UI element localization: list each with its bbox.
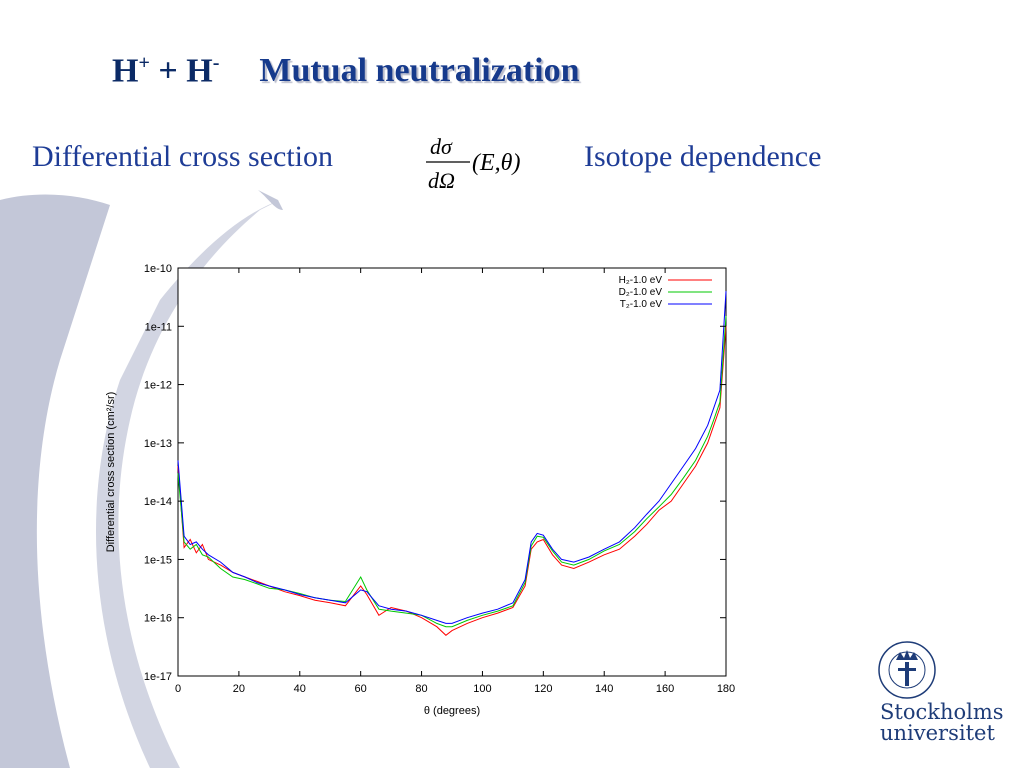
background-arc-outer (0, 194, 110, 768)
legend-label-2: T₂-1.0 eV (620, 299, 663, 310)
series-line-1 (177, 315, 727, 628)
logo-name-line2: universitet (880, 721, 995, 745)
formula-denominator: dΩ (428, 168, 455, 193)
x-tick-label-7: 140 (595, 683, 613, 695)
y-tick-label-4: 1e-14 (144, 496, 172, 508)
ticks-layer: 0 20 40 60 80 100 120 140 160 180 1e-10 1e-11 1e-12 1… (144, 263, 735, 695)
legend-label-0: H₂-1.0 eV (619, 275, 663, 286)
slide-title: H+ + H- Mutual neutralization (112, 52, 580, 90)
logo-seal-ring (878, 641, 936, 699)
stockholm-university-logo (878, 641, 936, 699)
series-line-2 (177, 291, 727, 624)
y-tick-label-3: 1e-13 (144, 438, 172, 450)
y-tick-label-0: 1e-10 (144, 263, 172, 275)
background-arc-inner (96, 200, 280, 768)
cross-section-chart: 0 20 40 60 80 100 120 140 160 180 1e-10 1e-11 1e-12 1… (105, 263, 735, 717)
title-sup-plus: + (138, 52, 150, 74)
x-tick-label-4: 80 (415, 683, 427, 695)
y-tick-label-6: 1e-16 (144, 613, 172, 625)
x-tick-label-8: 160 (656, 683, 674, 695)
title-h1: H (112, 52, 139, 90)
title-h2: + H (149, 52, 213, 90)
title-sup-minus: - (212, 52, 220, 74)
chart-plot-frame (177, 267, 727, 677)
x-tick-label-5: 100 (473, 683, 491, 695)
formula-numerator: dσ (430, 134, 453, 159)
logo-name-line1: Stockholms (880, 700, 1004, 724)
title-mutual-neutralization: Mutual neutralization (259, 52, 580, 90)
x-tick-label-3: 60 (355, 683, 367, 695)
x-tick-label-6: 120 (534, 683, 552, 695)
subtitle-isotope-dependence: Isotope dependence (584, 140, 822, 173)
x-axis-label: θ (degrees) (424, 705, 480, 717)
x-tick-label-9: 180 (717, 683, 735, 695)
series-layer (177, 291, 727, 636)
x-tick-label-2: 40 (294, 683, 306, 695)
y-tick-label-2: 1e-12 (144, 380, 172, 392)
y-tick-label-1: 1e-11 (145, 321, 172, 333)
y-axis-label: Differential cross section (cm²/sr) (105, 392, 117, 553)
formula-args: (E,θ) (472, 150, 520, 176)
subtitle-differential-cross-section: Differential cross section (32, 140, 334, 173)
logo-seal-figure (898, 662, 916, 686)
x-tick-label-0: 0 (175, 683, 181, 695)
x-tick-label-1: 20 (233, 683, 245, 695)
y-tick-label-7: 1e-17 (144, 671, 172, 683)
formula: dσ dΩ (E,θ) (426, 134, 520, 193)
y-tick-label-5: 1e-15 (144, 554, 172, 566)
logo-seal-crown (896, 650, 918, 660)
legend-label-1: D₂-1.0 eV (619, 287, 663, 298)
background-arc-thin (258, 190, 283, 210)
